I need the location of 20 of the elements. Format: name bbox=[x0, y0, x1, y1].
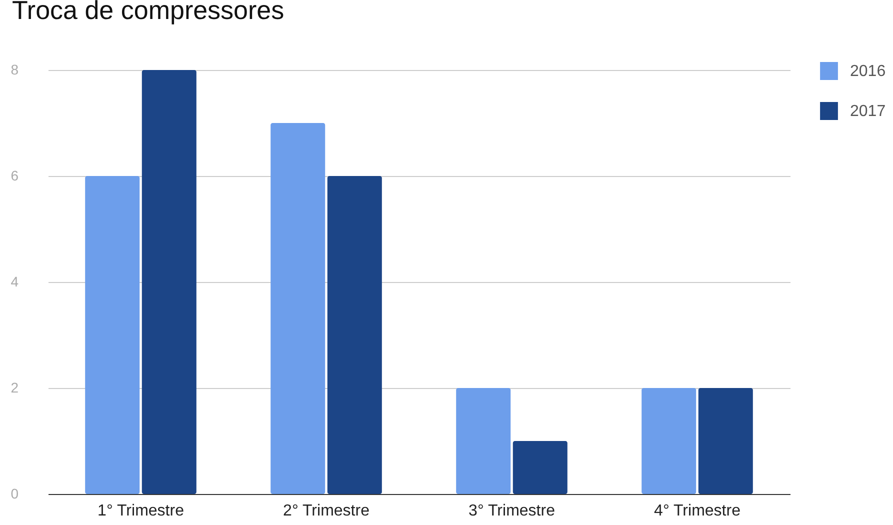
bar bbox=[327, 176, 382, 494]
bar bbox=[270, 123, 326, 494]
y-tick-label: 8 bbox=[10, 62, 19, 78]
bar bbox=[456, 388, 511, 494]
legend-label: 2016 bbox=[850, 63, 886, 80]
bar bbox=[698, 388, 753, 494]
chart-title: Troca de compressores bbox=[12, 0, 284, 25]
x-tick-label: 4° Trimestre bbox=[654, 502, 741, 520]
bar bbox=[642, 388, 696, 494]
x-tick-label: 1° Trimestre bbox=[98, 502, 184, 520]
bar bbox=[85, 176, 140, 494]
bar bbox=[142, 70, 196, 494]
x-tick-label: 3° Trimestre bbox=[468, 502, 556, 520]
y-tick-label: 4 bbox=[10, 274, 19, 290]
x-tick-label: 2° Trimestre bbox=[283, 502, 370, 520]
y-tick-label: 0 bbox=[10, 486, 19, 502]
y-tick-label: 2 bbox=[10, 380, 19, 396]
y-tick-label: 6 bbox=[10, 168, 19, 184]
bar bbox=[512, 441, 568, 494]
legend-label: 2017 bbox=[850, 103, 886, 120]
